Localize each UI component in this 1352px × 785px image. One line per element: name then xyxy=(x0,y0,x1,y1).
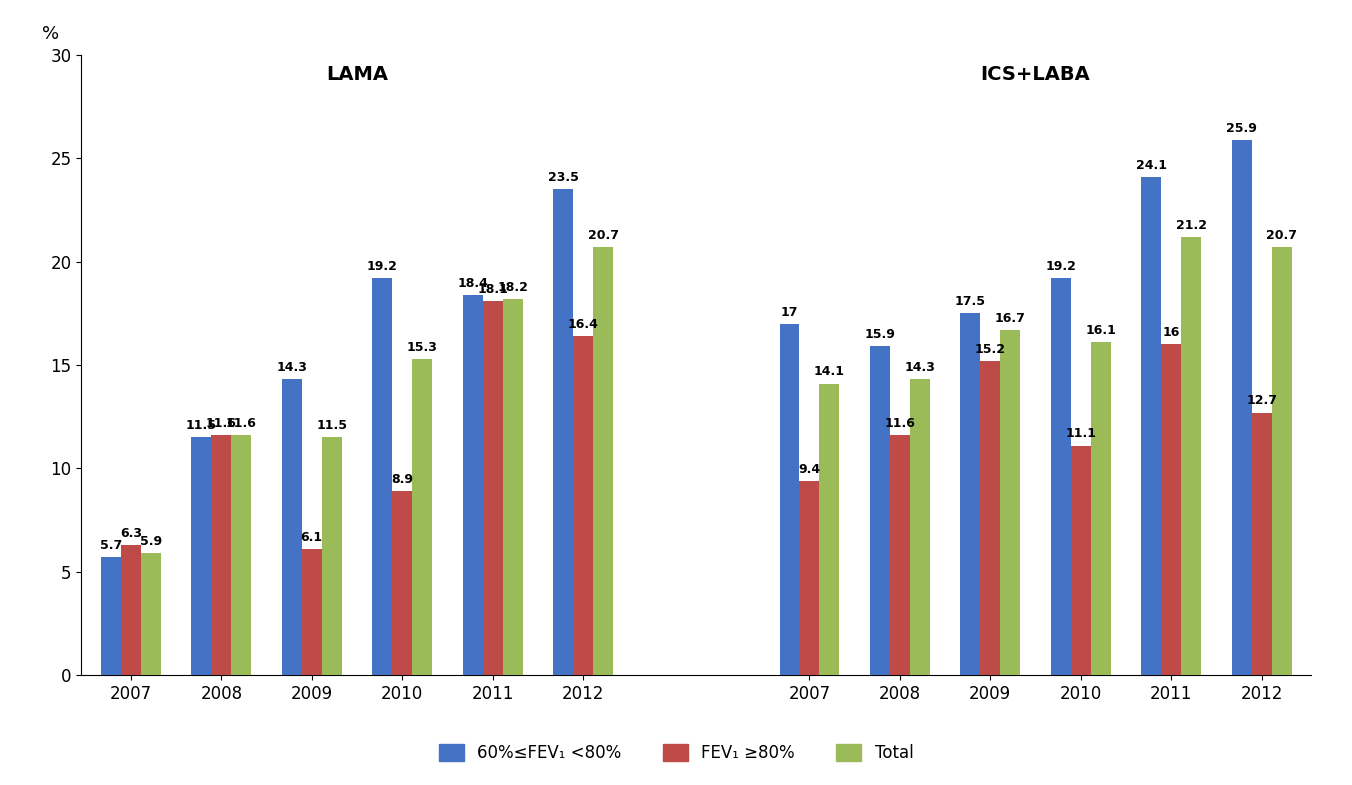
Bar xyxy=(192,437,211,675)
Text: 16: 16 xyxy=(1163,327,1180,339)
Bar xyxy=(980,361,1000,675)
Text: 21.2: 21.2 xyxy=(1176,219,1206,232)
Text: 11.1: 11.1 xyxy=(1065,428,1096,440)
Bar xyxy=(1000,330,1021,675)
Text: 11.6: 11.6 xyxy=(206,417,237,430)
Text: 15.9: 15.9 xyxy=(864,328,895,341)
Text: 14.1: 14.1 xyxy=(814,366,845,378)
Text: 12.7: 12.7 xyxy=(1247,394,1278,407)
Bar xyxy=(301,549,322,675)
Bar xyxy=(553,189,573,675)
Text: 16.1: 16.1 xyxy=(1086,324,1117,337)
Bar xyxy=(120,545,141,675)
Bar xyxy=(101,557,120,675)
Text: 9.4: 9.4 xyxy=(798,462,821,476)
Text: 17: 17 xyxy=(780,305,798,319)
Bar xyxy=(483,301,503,675)
Bar xyxy=(1161,345,1182,675)
Text: 15.2: 15.2 xyxy=(975,343,1006,356)
Bar xyxy=(1272,247,1291,675)
Text: 19.2: 19.2 xyxy=(1045,260,1076,273)
Bar xyxy=(1232,140,1252,675)
Text: 15.3: 15.3 xyxy=(407,341,438,354)
Text: 14.3: 14.3 xyxy=(276,361,307,374)
Text: ICS+LABA: ICS+LABA xyxy=(980,65,1091,84)
Bar xyxy=(819,384,840,675)
Text: 23.5: 23.5 xyxy=(548,171,579,184)
Bar xyxy=(960,313,980,675)
Text: 19.2: 19.2 xyxy=(366,260,397,273)
Y-axis label: %: % xyxy=(42,24,59,42)
Bar xyxy=(322,437,342,675)
Bar xyxy=(283,379,301,675)
Bar xyxy=(780,323,799,675)
Text: 16.7: 16.7 xyxy=(995,312,1026,325)
Text: 5.7: 5.7 xyxy=(100,539,122,552)
Text: 18.1: 18.1 xyxy=(477,283,508,296)
Text: 8.9: 8.9 xyxy=(391,473,414,486)
Bar xyxy=(799,480,819,675)
Text: 11.5: 11.5 xyxy=(316,419,347,433)
Bar xyxy=(1091,342,1110,675)
Bar xyxy=(141,553,161,675)
Bar xyxy=(1141,177,1161,675)
Text: 24.1: 24.1 xyxy=(1136,159,1167,172)
Bar xyxy=(462,294,483,675)
Text: 20.7: 20.7 xyxy=(1265,229,1297,242)
Text: 11.6: 11.6 xyxy=(884,417,915,430)
Bar xyxy=(1071,446,1091,675)
Text: 17.5: 17.5 xyxy=(955,295,986,309)
Text: 6.1: 6.1 xyxy=(300,531,323,544)
Bar xyxy=(392,491,412,675)
Text: 18.4: 18.4 xyxy=(457,276,488,290)
Bar xyxy=(1051,278,1071,675)
Bar xyxy=(1182,237,1201,675)
Bar xyxy=(211,436,231,675)
Bar xyxy=(372,278,392,675)
Bar xyxy=(890,436,910,675)
Text: 11.6: 11.6 xyxy=(226,417,257,430)
Bar xyxy=(231,436,251,675)
Text: 14.3: 14.3 xyxy=(904,361,936,374)
Bar xyxy=(910,379,930,675)
Text: 18.2: 18.2 xyxy=(498,281,529,294)
Text: LAMA: LAMA xyxy=(326,65,388,84)
Bar xyxy=(594,247,612,675)
Text: 25.9: 25.9 xyxy=(1226,122,1257,134)
Bar xyxy=(869,346,890,675)
Bar xyxy=(573,336,594,675)
Text: 5.9: 5.9 xyxy=(139,535,162,548)
Legend: 60%≤FEV₁ <80%, FEV₁ ≥80%, Total: 60%≤FEV₁ <80%, FEV₁ ≥80%, Total xyxy=(431,737,921,769)
Text: 6.3: 6.3 xyxy=(120,527,142,540)
Bar xyxy=(1252,413,1272,675)
Text: 20.7: 20.7 xyxy=(588,229,619,242)
Text: 16.4: 16.4 xyxy=(568,318,599,331)
Bar xyxy=(412,359,433,675)
Bar xyxy=(503,299,523,675)
Text: 11.5: 11.5 xyxy=(187,419,216,433)
